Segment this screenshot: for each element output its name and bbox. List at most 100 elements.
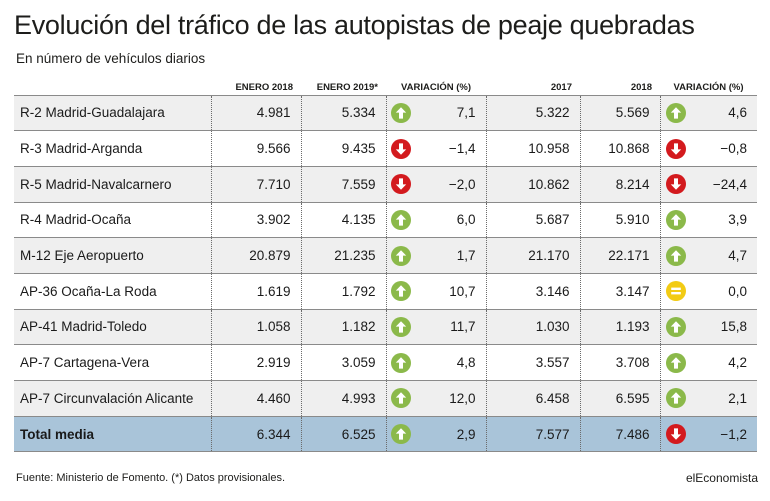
cell-2017: 5.687 <box>485 201 580 238</box>
cell-2017: 7.577 <box>485 415 580 453</box>
cell-enero-2018: 2.919 <box>210 344 301 381</box>
variacion-anual-icon <box>659 130 692 167</box>
variacion-enero-icon <box>385 272 416 310</box>
row-name: AP-36 Ocaña-La Roda <box>14 272 211 310</box>
header-variacion-anual: VARIACIÓN (%) <box>673 81 744 93</box>
cell-variacion-enero: −1,4 <box>416 130 486 167</box>
arrow-down-icon <box>666 174 687 195</box>
variacion-anual-icon <box>659 237 692 274</box>
cell-variacion-anual: −0,8 <box>692 130 757 167</box>
arrow-up-icon <box>666 102 687 123</box>
cell-variacion-anual: 4,6 <box>692 94 757 131</box>
arrow-up-icon <box>666 388 687 409</box>
cell-variacion-anual: 15,8 <box>692 308 757 345</box>
traffic-table-container: ENERO 2018 ENERO 2019* VARIACIÓN (%) 201… <box>14 77 757 453</box>
cell-2018: 22.171 <box>579 237 660 274</box>
cell-2018: 3.708 <box>579 344 660 381</box>
cell-variacion-anual: −24,4 <box>692 165 757 203</box>
row-name: AP-41 Madrid-Toledo <box>14 308 211 345</box>
row-name: R-3 Madrid-Arganda <box>14 130 211 167</box>
cell-variacion-enero: 7,1 <box>416 94 486 131</box>
cell-enero-2019: 3.059 <box>300 344 386 381</box>
arrow-up-icon <box>391 102 412 123</box>
arrow-down-icon <box>391 138 412 159</box>
row-name: R-5 Madrid-Navalcarnero <box>14 165 211 203</box>
table-row: R-4 Madrid-Ocaña 3.902 4.135 6,0 5.687 5.910 3… <box>14 201 757 238</box>
arrow-up-icon <box>391 281 412 302</box>
cell-enero-2018: 1.619 <box>210 272 301 310</box>
cell-2018: 5.569 <box>579 94 660 131</box>
variacion-enero-icon <box>385 415 416 453</box>
header-enero-2019: ENERO 2019* <box>316 81 378 93</box>
page-title: Evolución del tráfico de las autopistas … <box>14 10 695 40</box>
cell-enero-2018: 1.058 <box>210 308 301 345</box>
cell-variacion-anual: 0,0 <box>692 272 757 310</box>
cell-2018: 1.193 <box>579 308 660 345</box>
cell-enero-2018: 4.981 <box>210 94 301 131</box>
arrow-up-icon <box>391 388 412 409</box>
cell-variacion-anual: 2,1 <box>692 380 757 417</box>
cell-variacion-enero: 6,0 <box>416 201 486 238</box>
arrow-up-icon <box>666 352 687 373</box>
cell-2017: 6.458 <box>485 380 580 417</box>
variacion-enero-icon <box>385 344 416 381</box>
cell-enero-2019: 1.792 <box>300 272 386 310</box>
variacion-enero-icon <box>385 308 416 345</box>
variacion-enero-icon <box>385 94 416 131</box>
equal-icon <box>666 281 687 302</box>
arrow-up-icon <box>391 424 412 445</box>
cell-enero-2018: 4.460 <box>210 380 301 417</box>
cell-2018: 8.214 <box>579 165 660 203</box>
cell-2017: 3.146 <box>485 272 580 310</box>
arrow-down-icon <box>391 174 412 195</box>
arrow-up-icon <box>666 316 687 337</box>
table-row: AP-36 Ocaña-La Roda 1.619 1.792 10,7 3.146 3.… <box>14 272 757 310</box>
header-enero-2018: ENERO 2018 <box>235 81 293 93</box>
variacion-anual-icon <box>659 272 692 310</box>
table-row: R-2 Madrid-Guadalajara 4.981 5.334 7,1 5.322… <box>14 94 757 131</box>
cell-2018: 10.868 <box>579 130 660 167</box>
header-variacion-enero: VARIACIÓN (%) <box>400 81 472 93</box>
table-row: M-12 Eje Aeropuerto 20.879 21.235 1,7 21.170… <box>14 237 757 274</box>
cell-enero-2018: 9.566 <box>210 130 301 167</box>
cell-variacion-enero: 10,7 <box>416 272 486 310</box>
variacion-enero-icon <box>385 380 416 417</box>
cell-enero-2019: 4.135 <box>300 201 386 238</box>
cell-variacion-anual: 4,7 <box>692 237 757 274</box>
row-name: AP-7 Circunvalación Alicante <box>14 380 211 417</box>
cell-enero-2019: 9.435 <box>300 130 386 167</box>
variacion-anual-icon <box>659 308 692 345</box>
cell-enero-2019: 5.334 <box>300 94 386 131</box>
cell-2018: 7.486 <box>579 415 660 453</box>
table-body: R-2 Madrid-Guadalajara 4.981 5.334 7,1 5.322… <box>14 94 757 453</box>
arrow-down-icon <box>666 138 687 159</box>
header-name <box>14 77 211 95</box>
table-row: R-3 Madrid-Arganda 9.566 9.435 −1,4 10.958 10… <box>14 130 757 167</box>
page-subtitle: En número de vehículos diarios <box>16 51 206 66</box>
table-row: AP-7 Cartagena-Vera 2.919 3.059 4,8 3.557 3.7… <box>14 344 757 381</box>
arrow-down-icon <box>666 424 687 445</box>
table-row: AP-7 Circunvalación Alicante 4.460 4.993 12… <box>14 380 757 417</box>
arrow-up-icon <box>391 209 412 230</box>
variacion-enero-icon <box>385 130 416 167</box>
variacion-anual-icon <box>659 201 692 238</box>
arrow-up-icon <box>391 245 412 266</box>
cell-2017: 1.030 <box>485 308 580 345</box>
cell-enero-2019: 7.559 <box>300 165 386 203</box>
cell-2017: 21.170 <box>485 237 580 274</box>
arrow-up-icon <box>391 316 412 337</box>
cell-2017: 10.958 <box>485 130 580 167</box>
cell-variacion-anual: −1,2 <box>692 415 757 453</box>
variacion-anual-icon <box>659 165 692 203</box>
variacion-enero-icon <box>385 237 416 274</box>
cell-2018: 5.910 <box>579 201 660 238</box>
brand-logo: elEconomista <box>685 471 758 485</box>
cell-enero-2018: 20.879 <box>210 237 301 274</box>
cell-2017: 5.322 <box>485 94 580 131</box>
cell-variacion-enero: 12,0 <box>416 380 486 417</box>
variacion-anual-icon <box>659 344 692 381</box>
cell-variacion-anual: 4,2 <box>692 344 757 381</box>
arrow-up-icon <box>391 352 412 373</box>
cell-enero-2018: 3.902 <box>210 201 301 238</box>
cell-variacion-enero: 2,9 <box>416 415 486 453</box>
